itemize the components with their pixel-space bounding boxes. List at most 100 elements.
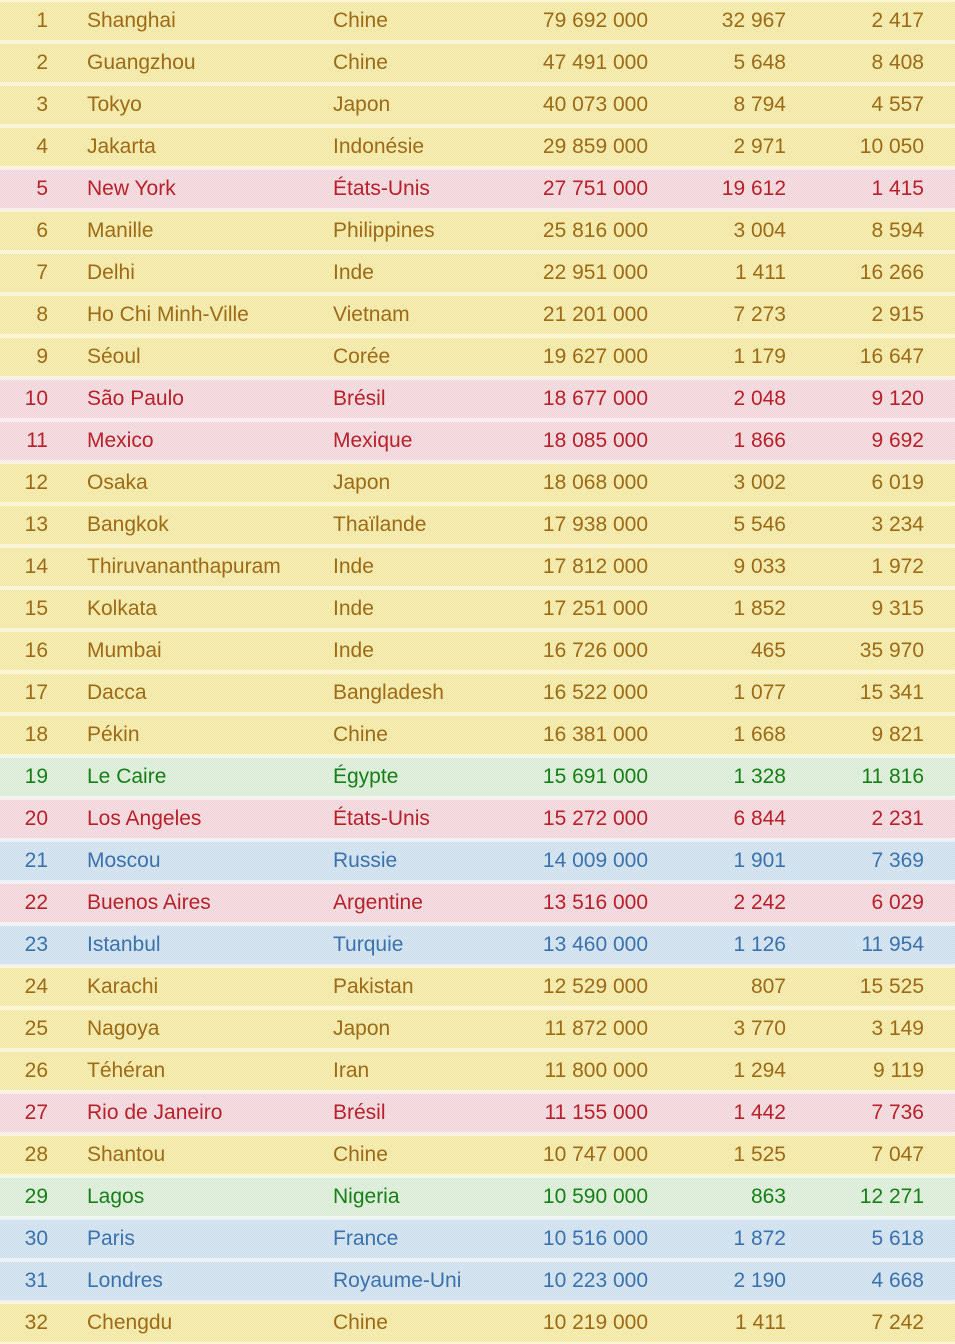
population-cell: 11 800 000 [544, 1059, 648, 1082]
rank-cell: 12 [24, 471, 48, 494]
population-cell: 29 859 000 [542, 135, 648, 158]
density-cell: 7 242 [871, 1311, 924, 1334]
city-cell: Manille [87, 219, 154, 242]
country-cell: Corée [333, 345, 391, 368]
table-row: 30 Paris France 10 516 000 1 872 5 618 [0, 1218, 955, 1260]
city-cell: São Paulo [87, 387, 184, 410]
city-cell: Delhi [87, 261, 135, 284]
density-cell: 35 970 [859, 639, 924, 662]
density-cell: 2 915 [871, 303, 924, 326]
density-cell: 3 234 [871, 513, 924, 536]
city-cell: Thiruvananthapuram [87, 555, 281, 578]
country-cell: Chine [333, 1311, 388, 1334]
density-cell: 9 692 [871, 429, 924, 452]
density-cell: 9 821 [871, 723, 924, 746]
area-cell: 6 844 [733, 807, 786, 830]
rank-cell: 20 [24, 807, 48, 830]
density-cell: 1 972 [871, 555, 924, 578]
country-cell: États-Unis [333, 177, 430, 200]
population-cell: 16 522 000 [542, 681, 648, 704]
population-cell: 25 816 000 [542, 219, 648, 242]
population-cell: 47 491 000 [542, 51, 648, 74]
table-row: 14 Thiruvananthapuram Inde 17 812 000 9 033 1… [0, 546, 955, 588]
city-cell: Londres [87, 1269, 163, 1292]
area-cell: 807 [750, 975, 786, 998]
population-cell: 18 085 000 [542, 429, 648, 452]
rank-cell: 6 [36, 219, 48, 242]
density-cell: 1 415 [871, 177, 924, 200]
rank-cell: 14 [24, 555, 48, 578]
rank-cell: 22 [24, 891, 48, 914]
population-cell: 15 691 000 [542, 765, 648, 788]
rank-cell: 17 [24, 681, 48, 704]
rank-cell: 29 [24, 1185, 48, 1208]
rank-cell: 11 [26, 429, 48, 452]
density-cell: 8 594 [871, 219, 924, 242]
table-row: 19 Le Caire Égypte 15 691 000 1 328 11 816 [0, 756, 955, 798]
rank-cell: 13 [24, 513, 48, 536]
density-cell: 12 271 [859, 1185, 924, 1208]
rank-cell: 31 [24, 1269, 48, 1292]
city-cell: Guangzhou [87, 51, 196, 74]
density-cell: 4 557 [871, 93, 924, 116]
area-cell: 3 770 [733, 1017, 786, 1040]
area-cell: 1 294 [733, 1059, 786, 1082]
population-cell: 22 951 000 [542, 261, 648, 284]
rank-cell: 4 [36, 135, 48, 158]
country-cell: Brésil [333, 1101, 386, 1124]
area-cell: 7 273 [733, 303, 786, 326]
rank-cell: 16 [24, 639, 48, 662]
area-cell: 3 004 [733, 219, 786, 242]
area-cell: 1 668 [733, 723, 786, 746]
rank-cell: 15 [24, 597, 48, 620]
country-cell: Turquie [333, 933, 404, 956]
table-row: 25 Nagoya Japon 11 872 000 3 770 3 149 [0, 1008, 955, 1050]
table-row: 29 Lagos Nigeria 10 590 000 863 12 271 [0, 1176, 955, 1218]
country-cell: Philippines [333, 219, 435, 242]
population-cell: 17 251 000 [542, 597, 648, 620]
country-cell: Égypte [333, 765, 399, 788]
country-cell: Chine [333, 51, 388, 74]
density-cell: 10 050 [859, 135, 924, 158]
city-cell: Tokyo [87, 93, 142, 116]
city-cell: Le Caire [87, 765, 167, 788]
city-cell: Mexico [87, 429, 154, 452]
table-row: 15 Kolkata Inde 17 251 000 1 852 9 315 [0, 588, 955, 630]
population-cell: 18 677 000 [542, 387, 648, 410]
rank-cell: 2 [36, 51, 48, 74]
density-cell: 6 019 [871, 471, 924, 494]
country-cell: France [333, 1227, 399, 1250]
population-cell: 16 726 000 [542, 639, 648, 662]
population-cell: 21 201 000 [542, 303, 648, 326]
density-cell: 16 266 [859, 261, 924, 284]
city-cell: Chengdu [87, 1311, 173, 1334]
table-row: 9 Séoul Corée 19 627 000 1 179 16 647 [0, 336, 955, 378]
rank-cell: 18 [24, 723, 48, 746]
population-cell: 16 381 000 [542, 723, 648, 746]
area-cell: 3 002 [733, 471, 786, 494]
country-cell: Chine [333, 9, 388, 32]
area-cell: 1 442 [733, 1101, 786, 1124]
table-row: 22 Buenos Aires Argentine 13 516 000 2 242 6 … [0, 882, 955, 924]
area-cell: 1 179 [733, 345, 786, 368]
population-cell: 13 460 000 [542, 933, 648, 956]
table-row: 18 Pékin Chine 16 381 000 1 668 9 821 [0, 714, 955, 756]
population-cell: 10 223 000 [542, 1269, 648, 1292]
area-cell: 19 612 [721, 177, 786, 200]
rank-cell: 5 [36, 177, 48, 200]
population-cell: 10 516 000 [542, 1227, 648, 1250]
density-cell: 16 647 [859, 345, 924, 368]
table-row: 17 Dacca Bangladesh 16 522 000 1 077 15 341 [0, 672, 955, 714]
city-cell: Lagos [87, 1185, 145, 1208]
country-cell: Japon [333, 93, 391, 116]
city-cell: Kolkata [87, 597, 158, 620]
rank-cell: 8 [36, 303, 48, 326]
country-cell: Vietnam [333, 303, 410, 326]
country-cell: Japon [333, 471, 391, 494]
population-cell: 10 747 000 [542, 1143, 648, 1166]
city-cell: Nagoya [87, 1017, 160, 1040]
table-row: 31 Londres Royaume-Uni 10 223 000 2 190 4 668 [0, 1260, 955, 1302]
country-cell: Inde [333, 597, 374, 620]
country-cell: Inde [333, 639, 374, 662]
country-cell: Royaume-Uni [333, 1269, 462, 1292]
